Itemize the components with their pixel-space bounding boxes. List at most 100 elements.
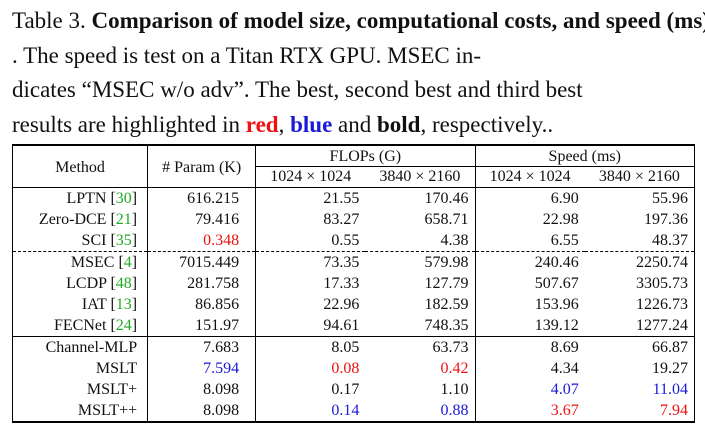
header-flops: FLOPs (G) [255,144,476,167]
param-cell: 616.215 [147,187,257,209]
flops-4k-cell: 4.38 [365,230,476,252]
table-row: IAT [13] 86.856 22.96 182.59 153.96 1226… [11,294,695,315]
caption-line-2: . The speed is test on a Titan RTX GPU. … [12,39,692,74]
speed-4k-cell: 197.36 [584,209,695,230]
citation-ref: 30 [115,190,132,207]
speed-1024-cell: 6.90 [475,187,585,209]
speed-1024-cell: 22.98 [542,211,579,228]
caption-blue-word: blue [290,111,333,137]
speed-4k-cell: 7.94 [584,400,695,423]
flops-1024-cell: 73.35 [255,251,366,273]
method-cell: Channel-MLP [11,336,149,358]
method-cell: IAT [13] [11,294,149,315]
speed-4k-cell: 55.96 [584,187,695,209]
caption-text-1: . The speed is test on a Titan RTX GPU. … [12,42,482,68]
caption-comma: , [278,111,291,137]
header-speed-res-a: 1024 × 1024 [489,168,571,185]
speed-4k-cell: 48.37 [584,230,695,252]
method-cell: LPTN [30] [11,187,149,209]
param-cell: 8.098 [147,400,257,423]
citation-ref: 48 [115,275,132,292]
param-cell: 151.97 [147,315,257,337]
flops-1024-cell: 22.96 [323,296,360,313]
citation-ref: 24 [115,317,132,334]
table-row: LCDP [48] 281.758 17.33 127.79 507.67 33… [11,273,695,294]
speed-1024-cell: 4.34 [550,360,579,377]
speed-4k-cell: 66.87 [584,336,695,358]
flops-1024-cell: 0.55 [331,232,360,249]
speed-4k-cell: 19.27 [584,358,695,379]
flops-4k-cell: 63.73 [365,336,476,358]
header-flops-res-a: 1024 × 1024 [270,168,352,185]
param-cell: 7.683 [147,336,257,358]
speed-4k-cell: 1226.73 [584,294,695,315]
method-cell: MSLT [11,358,149,379]
flops-4k-cell: 170.46 [365,187,476,209]
citation-ref: 13 [115,296,132,313]
speed-4k-cell: 11.04 [584,379,695,400]
param-cell: 281.758 [147,273,257,294]
flops-1024-cell: 0.17 [331,381,360,398]
flops-4k-cell: 182.59 [365,294,476,315]
speed-1024-cell: 4.07 [550,381,579,398]
flops-1024-cell: 0.08 [331,360,360,377]
header-row-1: Method # Param (K) FLOPs (G) Speed (ms) [11,144,696,188]
flops-1024-cell: 0.14 [255,400,366,423]
table-row: MSLT 7.594 0.08 0.42 4.34 19.27 [11,358,695,379]
param-cell: 8.098 [147,379,257,400]
table-row: MSEC [4] 7015.449 73.35 579.98 240.46 22… [11,251,695,273]
table-row: LPTN [30] 616.215 21.55 170.46 6.90 55.9… [11,187,695,209]
method-cell: MSLT++ [11,400,149,423]
citation-ref: 21 [115,211,132,228]
flops-1024-cell: 21.55 [255,187,366,209]
caption-text-3: results are highlighted in [12,111,246,137]
table-row: MSLT++ 8.098 0.14 0.88 3.67 7.94 [11,400,695,423]
speed-1024-cell: 507.67 [534,275,579,292]
flops-4k-cell: 127.79 [365,273,476,294]
header-flops-res-b: 3840 × 2160 [365,166,476,188]
citation-ref: 4 [123,254,132,271]
caption-title: Comparison of model size, computational … [91,8,705,33]
flops-1024-cell: 8.05 [255,336,366,358]
speed-1024-cell: 240.46 [475,251,585,273]
speed-4k-cell: 3305.73 [584,273,695,294]
flops-1024-cell: 83.27 [323,211,360,228]
method-cell: MSEC [4] [11,251,149,273]
citation-ref: 35 [115,232,132,249]
flops-4k-cell: 658.71 [365,209,476,230]
caption-label: Table 3. [12,8,86,33]
table-row: SCI [35] 0.348 0.55 4.38 6.55 48.37 [11,230,695,252]
caption-text-2: dicates “MSEC w/o adv”. The best, second… [12,77,583,102]
flops-4k-cell: 579.98 [365,251,476,273]
speed-1024-cell: 139.12 [534,317,579,334]
param-cell: 7.594 [147,358,257,379]
flops-4k-cell: 0.42 [365,358,476,379]
caption-and: and [332,111,377,137]
flops-4k-cell: 1.10 [365,379,476,400]
table-row: FECNet [24] 151.97 94.61 748.35 139.12 1… [11,315,695,337]
method-cell: MSLT+ [11,379,149,400]
flops-4k-cell: 0.88 [365,400,476,423]
flops-1024-cell: 17.33 [323,275,360,292]
header-row-2: 1024 × 1024 3840 × 2160 1024 × 1024 3840… [13,166,695,188]
table-row: Channel-MLP 7.683 8.05 63.73 8.69 66.87 [11,336,695,358]
speed-1024-cell: 153.96 [534,296,579,313]
caption-line-1: Table 3. Comparison of model size, compu… [12,4,705,39]
table-row: Zero-DCE [21] 79.416 83.27 658.71 22.98 … [11,209,695,230]
method-cell: FECNet [24] [11,315,149,337]
header-speed: Speed (ms) [475,144,696,167]
header-param: # Param (K) [147,144,257,188]
method-cell: Zero-DCE [21] [11,209,149,230]
caption-tail: , respectively.. [420,111,554,137]
flops-4k-cell: 748.35 [365,315,476,337]
table-row: MSLT+ 8.098 0.17 1.10 4.07 11.04 [11,379,695,400]
caption-line-3: dicates “MSEC w/o adv”. The best, second… [12,73,692,108]
flops-1024-cell: 94.61 [323,317,360,334]
param-cell: 0.348 [147,230,257,252]
caption-red-word: red [245,111,279,137]
header-method: Method [11,144,149,188]
speed-4k-cell: 1277.24 [584,315,695,337]
caption-line-4: results are highlighted in red, blue and… [12,108,692,143]
caption-bold-word: bold [377,111,421,137]
